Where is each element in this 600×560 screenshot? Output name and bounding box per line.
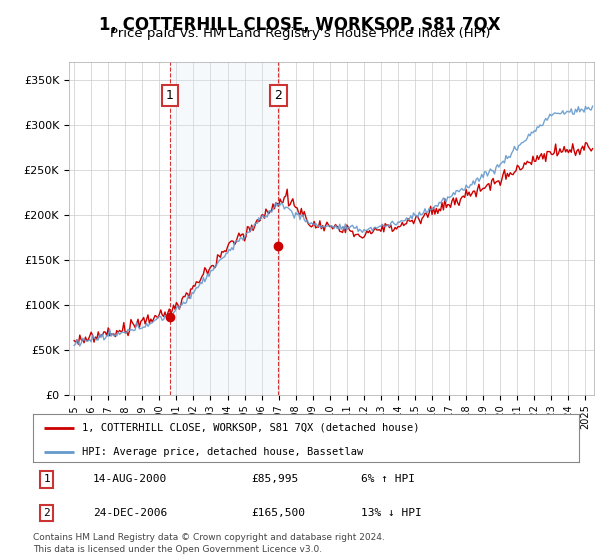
- Text: 13% ↓ HPI: 13% ↓ HPI: [361, 508, 421, 518]
- Text: 1: 1: [43, 474, 50, 484]
- Text: £165,500: £165,500: [251, 508, 305, 518]
- Bar: [170, 62, 278, 395]
- Text: HPI: Average price, detached house, Bassetlaw: HPI: Average price, detached house, Bass…: [82, 446, 364, 456]
- Text: 1, COTTERHILL CLOSE, WORKSOP, S81 7QX: 1, COTTERHILL CLOSE, WORKSOP, S81 7QX: [99, 16, 501, 34]
- Text: £85,995: £85,995: [251, 474, 299, 484]
- Text: 1, COTTERHILL CLOSE, WORKSOP, S81 7QX (detached house): 1, COTTERHILL CLOSE, WORKSOP, S81 7QX (d…: [82, 423, 419, 433]
- Text: 2: 2: [274, 89, 282, 102]
- Text: 14-AUG-2000: 14-AUG-2000: [93, 474, 167, 484]
- Text: 1: 1: [166, 89, 174, 102]
- Text: Contains HM Land Registry data © Crown copyright and database right 2024.: Contains HM Land Registry data © Crown c…: [33, 533, 385, 542]
- Text: 2: 2: [43, 508, 50, 518]
- Text: This data is licensed under the Open Government Licence v3.0.: This data is licensed under the Open Gov…: [33, 545, 322, 554]
- Text: 6% ↑ HPI: 6% ↑ HPI: [361, 474, 415, 484]
- Text: 24-DEC-2006: 24-DEC-2006: [93, 508, 167, 518]
- Text: Price paid vs. HM Land Registry’s House Price Index (HPI): Price paid vs. HM Land Registry’s House …: [110, 27, 490, 40]
